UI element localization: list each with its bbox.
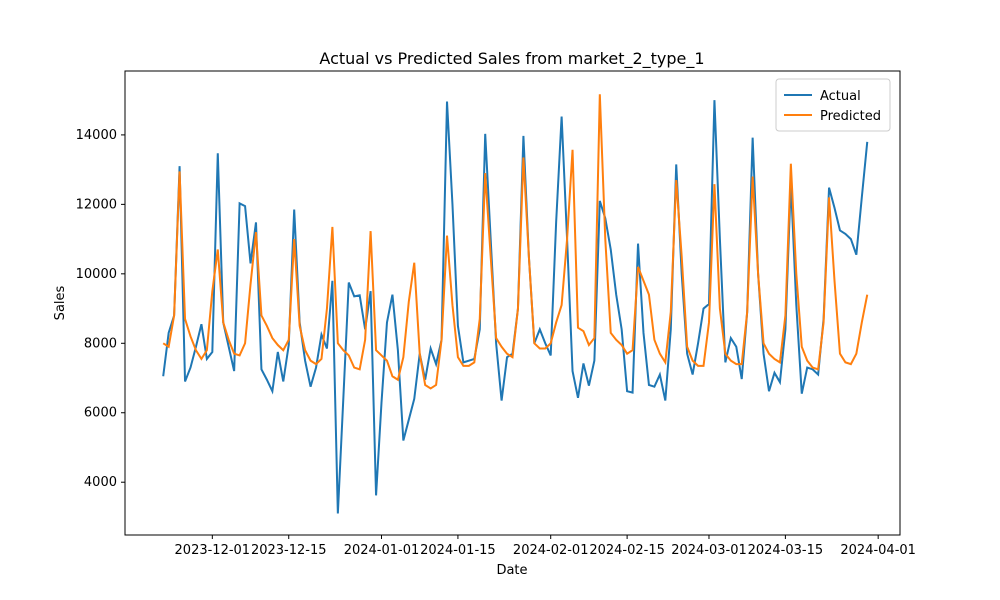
x-tick-label: 2024-02-01 bbox=[513, 543, 589, 558]
legend-label: Predicted bbox=[820, 109, 881, 124]
x-tick-label: 2024-03-01 bbox=[671, 543, 747, 558]
y-tick-label: 14000 bbox=[76, 128, 117, 143]
x-tick-label: 2023-12-15 bbox=[251, 543, 327, 558]
x-tick-label: 2024-03-15 bbox=[748, 543, 824, 558]
x-tick-label: 2024-01-15 bbox=[420, 543, 496, 558]
legend-label: Actual bbox=[820, 89, 861, 104]
x-tick-label: 2023-12-01 bbox=[175, 543, 251, 558]
chart-title: Actual vs Predicted Sales from market_2_… bbox=[319, 49, 704, 69]
x-tick-label: 2024-04-01 bbox=[840, 543, 916, 558]
x-tick-label: 2024-02-15 bbox=[589, 543, 665, 558]
y-axis-label: Sales bbox=[53, 285, 68, 320]
legend-box bbox=[775, 78, 891, 132]
x-tick-label: 2024-01-01 bbox=[344, 543, 420, 558]
y-tick-label: 8000 bbox=[84, 336, 117, 351]
y-tick-label: 4000 bbox=[84, 475, 117, 490]
y-tick-label: 6000 bbox=[84, 406, 117, 421]
x-axis-label: Date bbox=[496, 563, 527, 578]
plot-frame bbox=[124, 70, 901, 536]
y-tick-label: 10000 bbox=[76, 267, 117, 282]
y-tick-label: 12000 bbox=[76, 197, 117, 212]
series-line bbox=[162, 94, 869, 390]
